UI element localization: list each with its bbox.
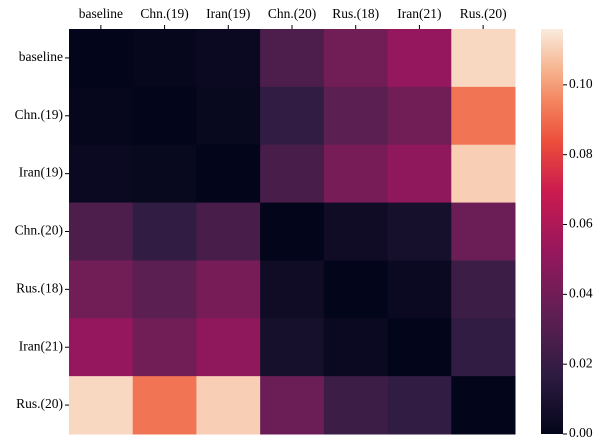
- heatmap-cell: [387, 144, 452, 204]
- colorbar-tick-label: 0.04: [569, 285, 593, 300]
- heatmap-cell: [196, 260, 261, 319]
- y-tick-label: Iran(19): [19, 165, 63, 180]
- heatmap-cell: [323, 86, 389, 146]
- heatmap-cell: [323, 376, 389, 435]
- heatmap-cell: [451, 318, 516, 377]
- heatmap-cell: [260, 144, 325, 204]
- heatmap-cell: [132, 376, 197, 435]
- heatmap-cell: [323, 144, 389, 204]
- heatmap-cell: [69, 86, 134, 146]
- heatmap-cell: [260, 86, 325, 146]
- heatmap-cell: [132, 318, 197, 377]
- y-tick-label: Rus.(18): [16, 280, 63, 295]
- x-tick-label: Iran(19): [206, 6, 250, 21]
- heatmap-cell: [451, 202, 516, 261]
- y-tick-label: Chn.(19): [15, 107, 63, 122]
- colorbar-tick-label: 0.00: [569, 425, 593, 440]
- heatmap-cell: [260, 260, 325, 319]
- y-tick-label: Rus.(20): [16, 396, 63, 411]
- heatmap-cell: [69, 202, 134, 261]
- heatmap-cell: [387, 260, 452, 319]
- heatmap-cell: [323, 260, 389, 319]
- heatmap-cell: [132, 260, 197, 319]
- heatmap-cell: [387, 29, 452, 88]
- colorbar-tick-label: 0.08: [569, 146, 593, 161]
- heatmap-cell: [132, 29, 197, 88]
- heatmap-cell: [387, 318, 452, 377]
- x-tick-label: baseline: [79, 6, 123, 21]
- heatmap-cell: [196, 29, 261, 88]
- heatmap-cell: [69, 260, 134, 319]
- heatmap-cell: [196, 86, 261, 146]
- heatmap-cell: [132, 86, 197, 146]
- heatmap-cell: [387, 376, 452, 435]
- heatmap-cell: [132, 202, 197, 261]
- heatmap-cell: [196, 202, 261, 261]
- heatmap-cell: [69, 318, 134, 377]
- x-tick-label: Rus.(18): [332, 6, 379, 21]
- heatmap-cell: [451, 376, 516, 435]
- heatmap-cell: [323, 202, 389, 261]
- x-tick-label: Iran(21): [397, 6, 441, 21]
- x-tick-label: Chn.(20): [268, 6, 316, 21]
- x-tick-label: Chn.(19): [140, 6, 188, 21]
- heatmap-cell: [69, 29, 134, 88]
- heatmap-cell: [323, 29, 389, 88]
- heatmap-cell: [69, 376, 134, 435]
- heatmap-cell: [132, 144, 197, 204]
- y-tick-label: Iran(21): [19, 338, 63, 353]
- colorbar: [541, 29, 563, 434]
- heatmap-cell: [451, 144, 516, 204]
- heatmap-cell: [196, 144, 261, 204]
- heatmap-cell: [260, 202, 325, 261]
- x-tick-label: Rus.(20): [460, 6, 507, 21]
- heatmap-cell: [451, 260, 516, 319]
- heatmap-cell: [69, 144, 134, 204]
- heatmap-cell: [451, 86, 516, 146]
- heatmap-cell: [260, 376, 325, 435]
- heatmap-cell: [387, 202, 452, 261]
- heatmap-cell: [323, 318, 389, 377]
- heatmap-cell: [196, 376, 261, 435]
- colorbar-tick-label: 0.02: [569, 355, 593, 370]
- heatmap-cell: [260, 318, 325, 377]
- y-tick-label: Chn.(20): [15, 223, 63, 238]
- heatmap-cell: [196, 318, 261, 377]
- y-tick-label: baseline: [19, 49, 63, 64]
- heatmap-cell: [260, 29, 325, 88]
- colorbar-tick-label: 0.06: [569, 216, 593, 231]
- heatmap-cell: [387, 86, 452, 146]
- heatmap-cell: [451, 29, 516, 88]
- colorbar-tick-label: 0.10: [569, 76, 593, 91]
